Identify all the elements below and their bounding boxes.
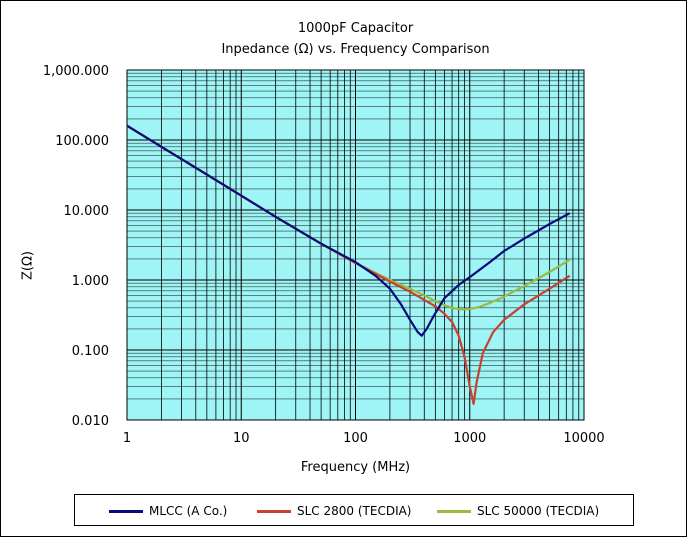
x-tick-label: 1 — [123, 431, 131, 446]
y-tick-label: 0.100 — [72, 344, 109, 359]
x-tick-label: 1000 — [453, 431, 486, 446]
y-tick-label: 10.000 — [64, 204, 110, 219]
y-tick-label: 1.000 — [72, 274, 109, 289]
x-tick-label: 10000 — [563, 431, 604, 446]
legend: MLCC (A Co.) SLC 2800 (TECDIA) SLC 50000… — [74, 494, 634, 526]
legend-label-mlcc: MLCC (A Co.) — [149, 504, 228, 518]
y-tick-label: 100.000 — [55, 134, 109, 149]
legend-item-slc-50000: SLC 50000 (TECDIA) — [437, 504, 599, 518]
x-tick-label: 100 — [343, 431, 368, 446]
legend-swatch-slc-50000 — [437, 509, 471, 513]
chart-title: 1000pF Capacitor — [297, 21, 414, 36]
x-tick-label: 10 — [233, 431, 250, 446]
legend-item-mlcc: MLCC (A Co.) — [109, 504, 227, 518]
x-axis-label: Frequency (MHz) — [300, 460, 411, 475]
y-tick-label: 1,000.000 — [43, 64, 109, 79]
legend-label-slc-2800: SLC 2800 (TECDIA) — [297, 504, 412, 518]
plot-border — [126, 69, 585, 421]
y-axis-label: Z(Ω) — [20, 251, 36, 280]
legend-item-slc-2800: SLC 2800 (TECDIA) — [257, 504, 412, 518]
legend-label-slc-50000: SLC 50000 (TECDIA) — [477, 504, 600, 518]
series-line-0 — [126, 124, 571, 337]
legend-swatch-slc-2800 — [257, 509, 291, 513]
chart-subtitle: Inpedance (Ω) vs. Frequency Comparison — [221, 42, 490, 57]
y-tick-label: 0.010 — [72, 414, 109, 429]
legend-swatch-mlcc — [109, 509, 143, 513]
